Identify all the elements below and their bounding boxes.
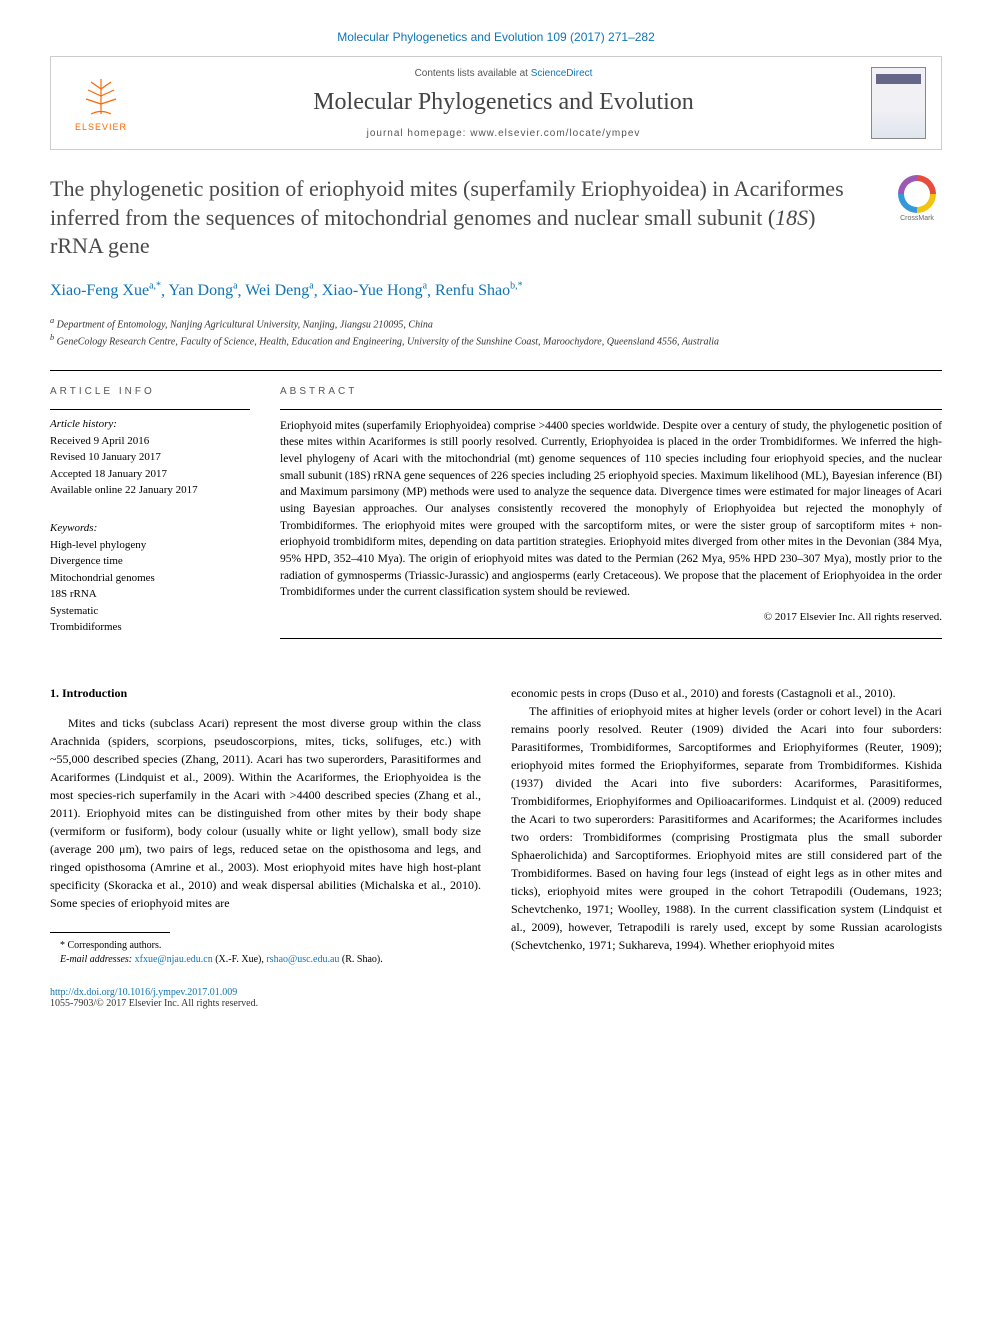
elsevier-tree-icon <box>76 74 126 119</box>
elsevier-name: ELSEVIER <box>75 122 127 132</box>
email-addresses-note: E-mail addresses: xfxue@njau.edu.cn (X.-… <box>50 953 481 967</box>
email-2-who: (R. Shao). <box>342 954 383 965</box>
affiliation-a: a Department of Entomology, Nanjing Agri… <box>50 315 942 332</box>
contents-prefix: Contents lists available at <box>415 68 531 79</box>
author-5: Renfu Shaob,* <box>435 282 523 299</box>
aff-text: GeneCology Research Centre, Faculty of S… <box>57 337 719 348</box>
keyword: Mitochondrial genomes <box>50 570 250 587</box>
section-divider <box>50 370 942 371</box>
crossmark-label: CrossMark <box>900 215 934 222</box>
history-received: Received 9 April 2016 <box>50 433 250 450</box>
journal-header-box: ELSEVIER Contents lists available at Sci… <box>50 56 942 150</box>
email-2-link[interactable]: rshao@usc.edu.au <box>266 954 339 965</box>
journal-cover-thumbnail <box>871 67 926 139</box>
issn-copyright: 1055-7903/© 2017 Elsevier Inc. All right… <box>50 998 942 1009</box>
keyword: Divergence time <box>50 553 250 570</box>
author-corr-sup: * <box>518 281 523 292</box>
author-name: Xiao-Yue Hong <box>322 282 423 299</box>
crossmark-badge[interactable]: CrossMark <box>892 175 942 225</box>
aff-label: a <box>50 316 54 325</box>
body-paragraph-cont: economic pests in crops (Duso et al., 20… <box>511 684 942 702</box>
elsevier-logo: ELSEVIER <box>66 68 136 138</box>
body-two-columns: 1. Introduction Mites and ticks (subclas… <box>50 684 942 967</box>
affiliations: a Department of Entomology, Nanjing Agri… <box>50 315 942 350</box>
body-column-right: economic pests in crops (Duso et al., 20… <box>511 684 942 967</box>
homepage-prefix: journal homepage: <box>367 128 471 139</box>
article-info-label: ARTICLE INFO <box>50 386 250 397</box>
author-name: Wei Deng <box>245 282 309 299</box>
section-heading-introduction: 1. Introduction <box>50 684 481 702</box>
keyword: Trombidiformes <box>50 619 250 636</box>
article-history-block: Article history: Received 9 April 2016 R… <box>50 409 250 499</box>
author-1: Xiao-Feng Xuea,* <box>50 282 161 299</box>
body-column-left: 1. Introduction Mites and ticks (subclas… <box>50 684 481 967</box>
affiliation-b: b GeneCology Research Centre, Faculty of… <box>50 332 942 349</box>
author-name: Yan Dong <box>168 282 233 299</box>
authors-list: Xiao-Feng Xuea,*, Yan Donga, Wei Denga, … <box>50 281 942 300</box>
keyword: High-level phylogeny <box>50 537 250 554</box>
author-aff-sup: b, <box>510 281 518 292</box>
author-3: Wei Denga <box>245 282 313 299</box>
homepage-url[interactable]: www.elsevier.com/locate/ympev <box>470 128 640 139</box>
email-1-link[interactable]: xfxue@njau.edu.cn <box>135 954 213 965</box>
body-paragraph: Mites and ticks (subclass Acari) represe… <box>50 714 481 912</box>
keyword-italic: 18S rRNA <box>50 588 97 600</box>
author-aff-sup: a <box>309 281 313 292</box>
title-part-1: The phylogenetic position of eriophyoid … <box>50 176 844 230</box>
article-info-column: ARTICLE INFO Article history: Received 9… <box>50 386 250 654</box>
history-heading: Article history: <box>50 418 250 430</box>
body-paragraph: The affinities of eriophyoid mites at hi… <box>511 702 942 954</box>
history-accepted: Accepted 18 January 2017 <box>50 466 250 483</box>
title-italic-18s: 18S <box>775 205 808 230</box>
abstract-text: Eriophyoid mites (superfamily Eriophyoid… <box>280 409 942 601</box>
email-label: E-mail addresses: <box>60 954 132 965</box>
journal-reference: Molecular Phylogenetics and Evolution 10… <box>50 30 942 44</box>
abstract-copyright: © 2017 Elsevier Inc. All rights reserved… <box>280 611 942 623</box>
author-aff-sup: a <box>423 281 427 292</box>
abstract-column: ABSTRACT Eriophyoid mites (superfamily E… <box>280 386 942 654</box>
abstract-bottom-divider <box>280 638 942 639</box>
author-aff-sup: a <box>233 281 237 292</box>
journal-name: Molecular Phylogenetics and Evolution <box>136 89 871 116</box>
history-online: Available online 22 January 2017 <box>50 482 250 499</box>
aff-text: Department of Entomology, Nanjing Agricu… <box>57 319 433 330</box>
doi-link[interactable]: http://dx.doi.org/10.1016/j.ympev.2017.0… <box>50 987 942 998</box>
section-num: 1. <box>50 686 59 700</box>
section-title: Introduction <box>62 686 127 700</box>
keywords-block: Keywords: High-level phylogeny Divergenc… <box>50 514 250 636</box>
history-revised: Revised 10 January 2017 <box>50 449 250 466</box>
sciencedirect-link[interactable]: ScienceDirect <box>531 68 593 79</box>
footnote-divider <box>50 932 170 933</box>
paper-title: The phylogenetic position of eriophyoid … <box>50 175 872 261</box>
keyword: Systematic <box>50 603 250 620</box>
author-2: Yan Donga <box>168 282 237 299</box>
journal-homepage-line: journal homepage: www.elsevier.com/locat… <box>136 128 871 139</box>
author-aff-sup: a, <box>149 281 156 292</box>
author-name: Renfu Shao <box>435 282 510 299</box>
keyword: 18S rRNA <box>50 586 250 603</box>
crossmark-icon <box>898 175 936 213</box>
contents-available-line: Contents lists available at ScienceDirec… <box>136 68 871 79</box>
author-4: Xiao-Yue Honga <box>322 282 427 299</box>
email-1-who: (X.-F. Xue), <box>215 954 264 965</box>
abstract-label: ABSTRACT <box>280 386 942 397</box>
author-corr-sup: * <box>156 281 161 292</box>
keywords-heading: Keywords: <box>50 522 250 534</box>
aff-label: b <box>50 333 54 342</box>
author-name: Xiao-Feng Xue <box>50 282 149 299</box>
corresponding-authors-note: * Corresponding authors. <box>50 939 481 953</box>
